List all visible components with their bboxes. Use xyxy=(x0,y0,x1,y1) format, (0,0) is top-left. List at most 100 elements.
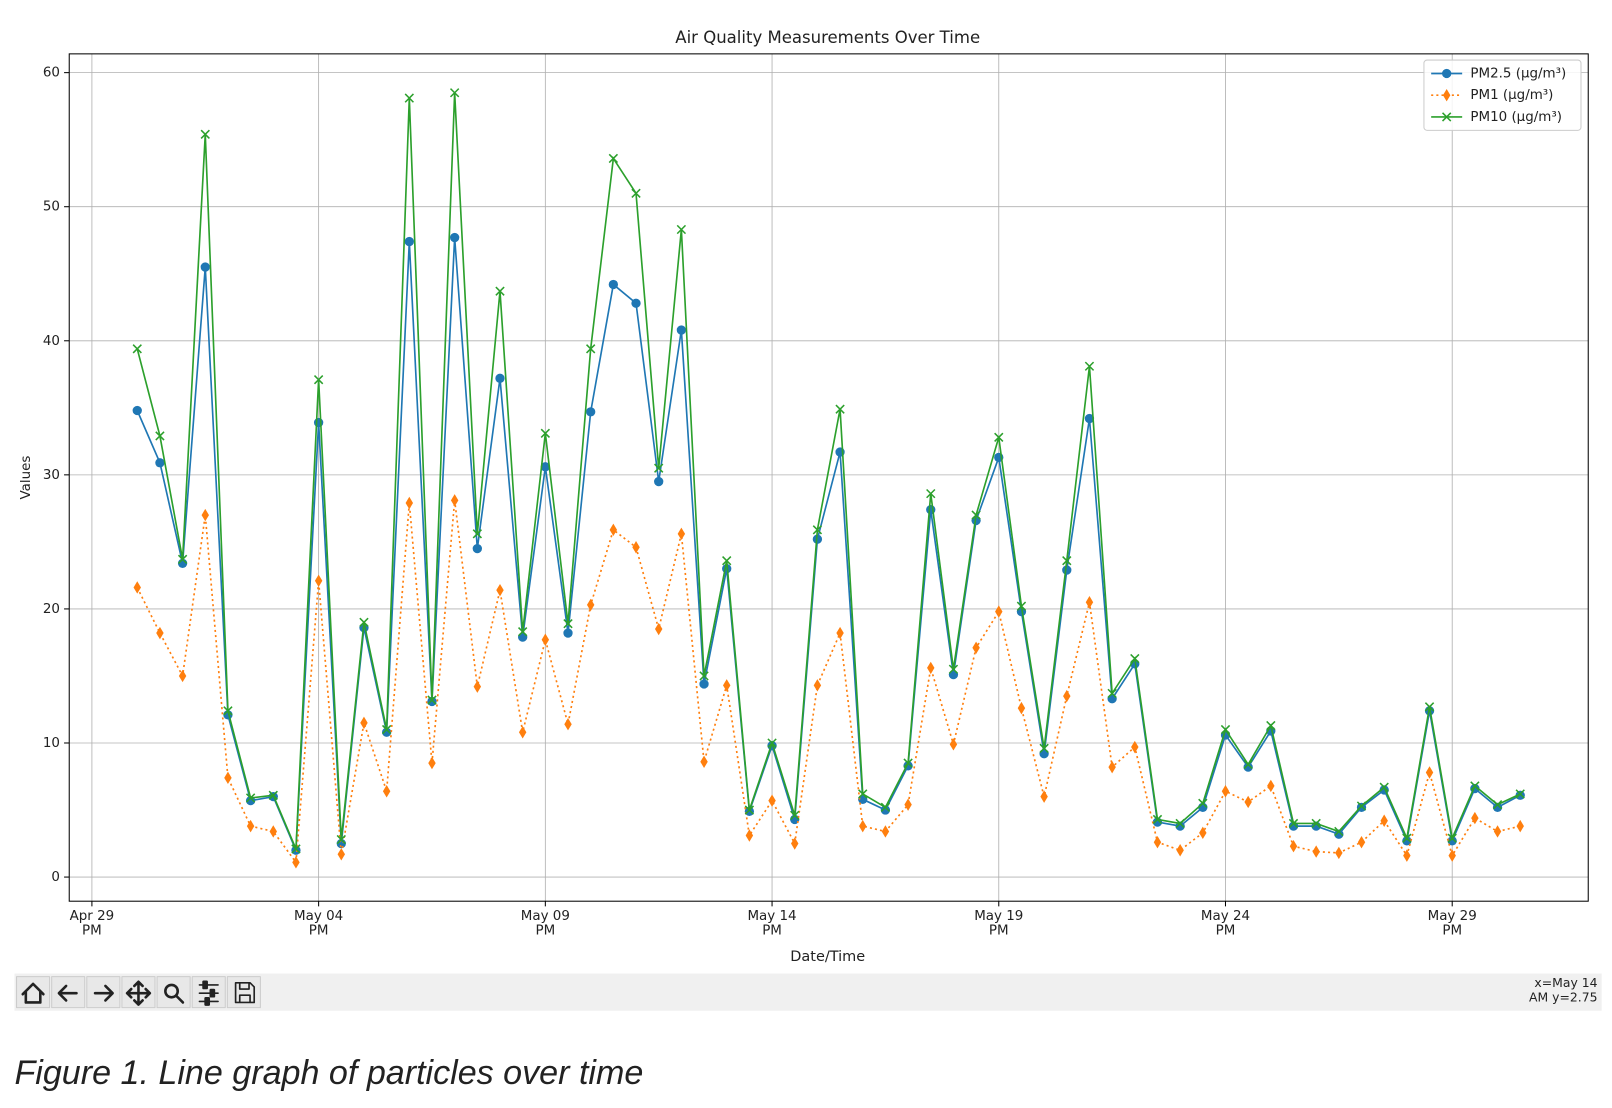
marker xyxy=(1288,818,1299,829)
marker xyxy=(1447,833,1457,843)
marker xyxy=(654,622,663,636)
marker xyxy=(904,798,912,811)
marker xyxy=(1084,361,1095,371)
marker xyxy=(1379,782,1389,792)
y-tick-label: 20 xyxy=(43,602,60,617)
marker xyxy=(631,188,641,198)
toolbar: x=May 14 AM y=2.75 xyxy=(14,973,1602,1011)
save-button[interactable] xyxy=(226,976,261,1009)
marker xyxy=(1062,555,1072,566)
x-tick-box: May 14 PM xyxy=(747,909,797,939)
marker xyxy=(1244,795,1252,809)
marker xyxy=(381,724,392,735)
y-tick-label: 0 xyxy=(51,870,60,885)
marker xyxy=(381,727,392,737)
marker xyxy=(1334,829,1344,839)
series-line xyxy=(136,237,1521,851)
x-tick-box: May 24 PM xyxy=(1201,909,1250,937)
marker xyxy=(1062,565,1072,575)
marker xyxy=(495,373,505,383)
marker xyxy=(404,236,414,247)
marker xyxy=(1085,596,1094,609)
forward-button[interactable] xyxy=(86,976,121,1009)
series xyxy=(132,232,1525,855)
status-box: x=May 14 AM y=2.75 xyxy=(1529,975,1598,1005)
x-tick-label: May 29 PM xyxy=(1427,909,1477,939)
marker xyxy=(1063,689,1071,703)
marker xyxy=(1380,814,1388,827)
marker xyxy=(1152,814,1163,825)
back-button[interactable] xyxy=(51,976,86,1009)
home-button[interactable] xyxy=(16,976,51,1009)
legend-label: PM10 (µg/m³) xyxy=(1470,110,1562,125)
x-tick-box: May 19 PM xyxy=(974,909,1023,937)
marker xyxy=(1017,701,1026,715)
marker xyxy=(1176,844,1184,857)
legend-label: PM1 (µg/m³) xyxy=(1470,88,1553,103)
marker xyxy=(336,834,346,845)
marker xyxy=(472,543,482,554)
marker xyxy=(1515,790,1525,800)
marker xyxy=(427,695,437,705)
marker xyxy=(1243,762,1253,772)
y-tick-label: 40 xyxy=(43,334,60,349)
configure-button[interactable] xyxy=(191,976,226,1009)
marker xyxy=(1266,720,1276,731)
x-tick-box: May 29 PM xyxy=(1427,909,1477,939)
marker xyxy=(767,738,777,748)
marker xyxy=(927,661,935,675)
marker xyxy=(269,825,277,838)
marker xyxy=(1312,845,1320,858)
marker xyxy=(518,726,527,739)
x-tick-label: May 14 PM xyxy=(747,909,797,939)
legend-marker xyxy=(1442,68,1452,79)
marker xyxy=(722,679,731,692)
y-tick-label: 10 xyxy=(43,736,60,751)
status-text: x=May 14 AM y=2.75 xyxy=(1529,975,1598,1005)
x-tick-box: May 04 PM xyxy=(294,909,344,939)
marker xyxy=(948,669,959,680)
marker xyxy=(449,88,460,98)
legend-marker xyxy=(1442,89,1451,102)
marker xyxy=(314,574,323,587)
marker xyxy=(563,628,573,638)
marker xyxy=(812,525,823,535)
marker xyxy=(450,232,460,243)
x-tick-label: Apr 29 PM xyxy=(69,909,115,939)
x-tick-label: May 04 PM xyxy=(294,909,344,939)
marker xyxy=(926,488,936,499)
marker xyxy=(608,153,619,164)
x-tick-box: May 09 PM xyxy=(521,909,570,937)
legend: PM2.5 (µg/m³) PM1 (µg/m³) PM10 (µg/m³) xyxy=(1423,59,1582,131)
series-line xyxy=(136,92,1521,850)
marker xyxy=(1267,779,1275,793)
marker xyxy=(948,664,959,674)
marker xyxy=(1402,833,1412,843)
marker xyxy=(1356,801,1367,811)
marker xyxy=(654,476,664,487)
marker xyxy=(200,262,210,272)
marker xyxy=(972,641,980,655)
marker xyxy=(540,462,550,472)
marker xyxy=(405,496,414,510)
figure-caption: Figure 1. Line graph of particles over t… xyxy=(14,1054,643,1092)
marker xyxy=(245,793,256,803)
marker xyxy=(472,529,483,539)
marker xyxy=(517,627,528,637)
marker xyxy=(1311,818,1321,829)
marker xyxy=(858,789,868,799)
marker xyxy=(971,510,981,520)
marker xyxy=(1425,766,1434,779)
marker xyxy=(1492,799,1503,810)
marker xyxy=(1108,760,1116,774)
marker xyxy=(677,527,686,541)
zoom-button[interactable] xyxy=(156,976,191,1009)
marker xyxy=(1493,825,1502,838)
marker xyxy=(609,523,618,537)
marker xyxy=(1107,694,1117,704)
marker xyxy=(608,279,619,290)
pan-button[interactable] xyxy=(121,976,156,1009)
marker xyxy=(722,555,732,566)
marker xyxy=(676,224,687,235)
marker xyxy=(744,806,755,817)
